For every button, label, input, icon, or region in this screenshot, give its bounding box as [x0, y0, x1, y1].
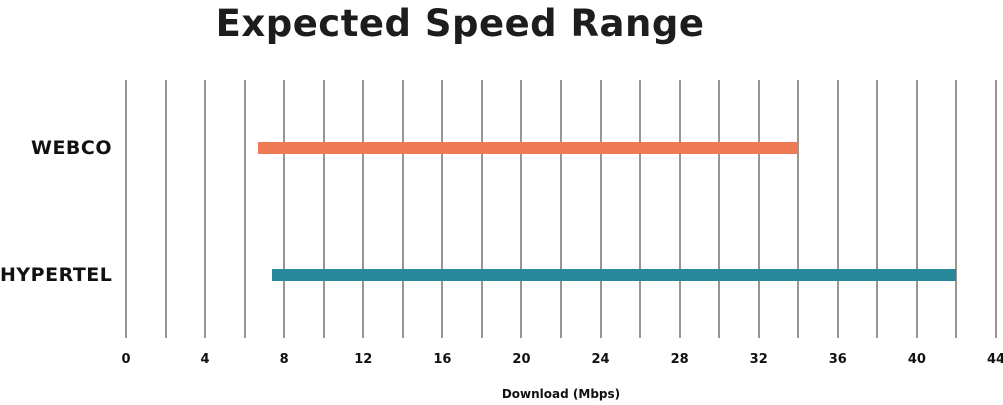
gridline	[876, 80, 879, 338]
gridline	[283, 80, 286, 338]
category-label-hypertel: HYPERTEL	[0, 264, 113, 286]
gridline	[401, 80, 404, 338]
gridline	[797, 80, 800, 338]
gridline	[164, 80, 167, 338]
gridline	[599, 80, 602, 338]
range-bar-hypertel	[272, 269, 957, 281]
x-tick-label: 20	[512, 352, 531, 367]
x-axis-label: Download (Mbps)	[501, 387, 621, 401]
x-tick-label: 32	[749, 352, 768, 367]
gridline	[243, 80, 246, 338]
gridline	[678, 80, 681, 338]
x-tick-label: 28	[670, 352, 689, 367]
x-tick-label: 44	[986, 352, 1003, 367]
x-tick-label: 40	[907, 352, 926, 367]
gridline	[915, 80, 918, 338]
range-bar-webco	[258, 142, 799, 154]
gridline	[125, 80, 127, 338]
gridline	[520, 80, 523, 338]
gridline	[441, 80, 444, 338]
gridline	[836, 80, 839, 338]
x-tick-label: 8	[279, 352, 289, 367]
gridline	[322, 80, 325, 338]
x-tick-label: 24	[591, 352, 610, 367]
gridline	[639, 80, 642, 338]
gridline	[718, 80, 721, 338]
gridline	[362, 80, 365, 338]
gridline	[204, 80, 207, 338]
category-label-webco: WEBCO	[30, 137, 112, 159]
gridline	[560, 80, 562, 338]
gridline	[955, 80, 958, 338]
x-tick-label: 4	[200, 352, 210, 367]
gridline	[757, 80, 760, 338]
x-tick-label: 0	[121, 352, 131, 367]
chart-title: Expected Speed Range	[215, 2, 705, 45]
x-tick-label: 12	[354, 352, 373, 367]
gridline	[480, 80, 483, 338]
x-tick-label: 16	[433, 352, 452, 367]
x-tick-label: 36	[828, 352, 847, 367]
gridline	[995, 80, 997, 338]
